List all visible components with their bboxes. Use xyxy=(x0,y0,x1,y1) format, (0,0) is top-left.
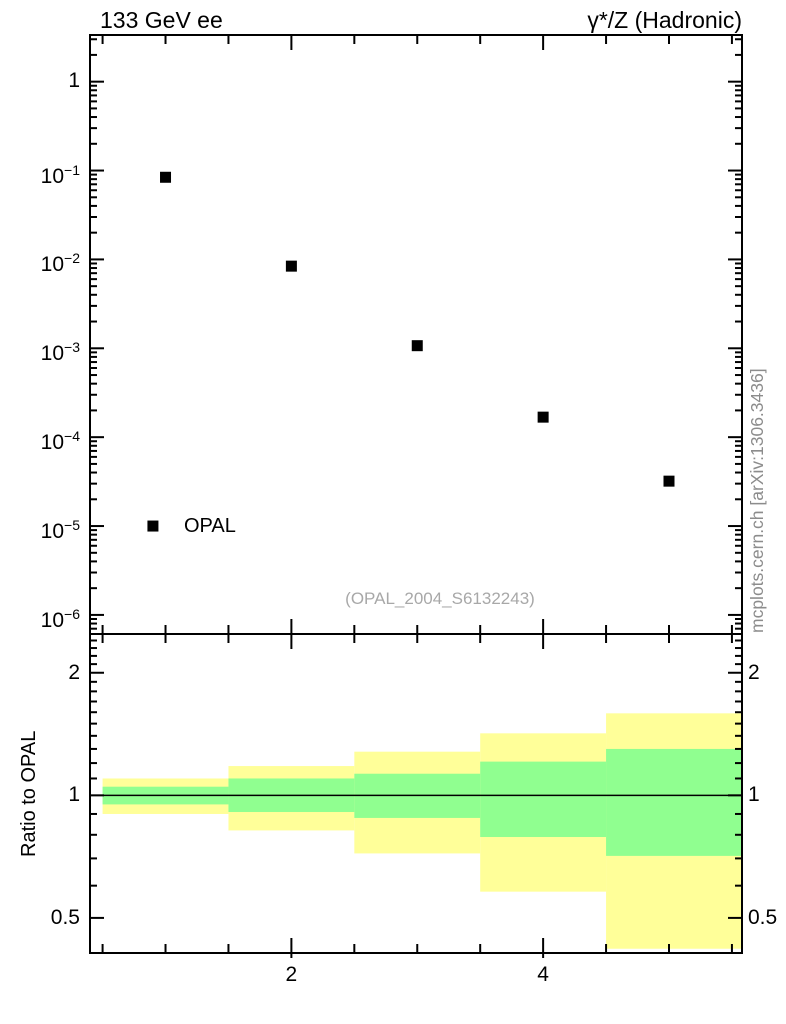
legend-label: OPAL xyxy=(184,515,236,537)
data-point xyxy=(537,411,549,423)
data-point xyxy=(411,340,423,352)
uncertainty-band-inner xyxy=(480,761,607,838)
beam-energy-title: 133 GeV ee xyxy=(100,7,223,33)
data-point xyxy=(285,260,297,272)
data-point xyxy=(160,171,172,183)
data-point xyxy=(663,475,675,487)
process-title: γ*/Z (Hadronic) xyxy=(587,7,742,33)
main-panel-frame xyxy=(89,34,743,635)
analysis-id-watermark: (OPAL_2004_S6132243) xyxy=(345,589,535,608)
uncertainty-band-inner xyxy=(606,748,742,856)
legend-marker xyxy=(147,520,159,532)
mcplots-credit-text: mcplots.cern.ch [arXiv:1306.3436] xyxy=(747,368,767,633)
ratio-panel-frame xyxy=(89,633,743,954)
ratio-axis-title: Ratio to OPAL xyxy=(18,730,40,857)
